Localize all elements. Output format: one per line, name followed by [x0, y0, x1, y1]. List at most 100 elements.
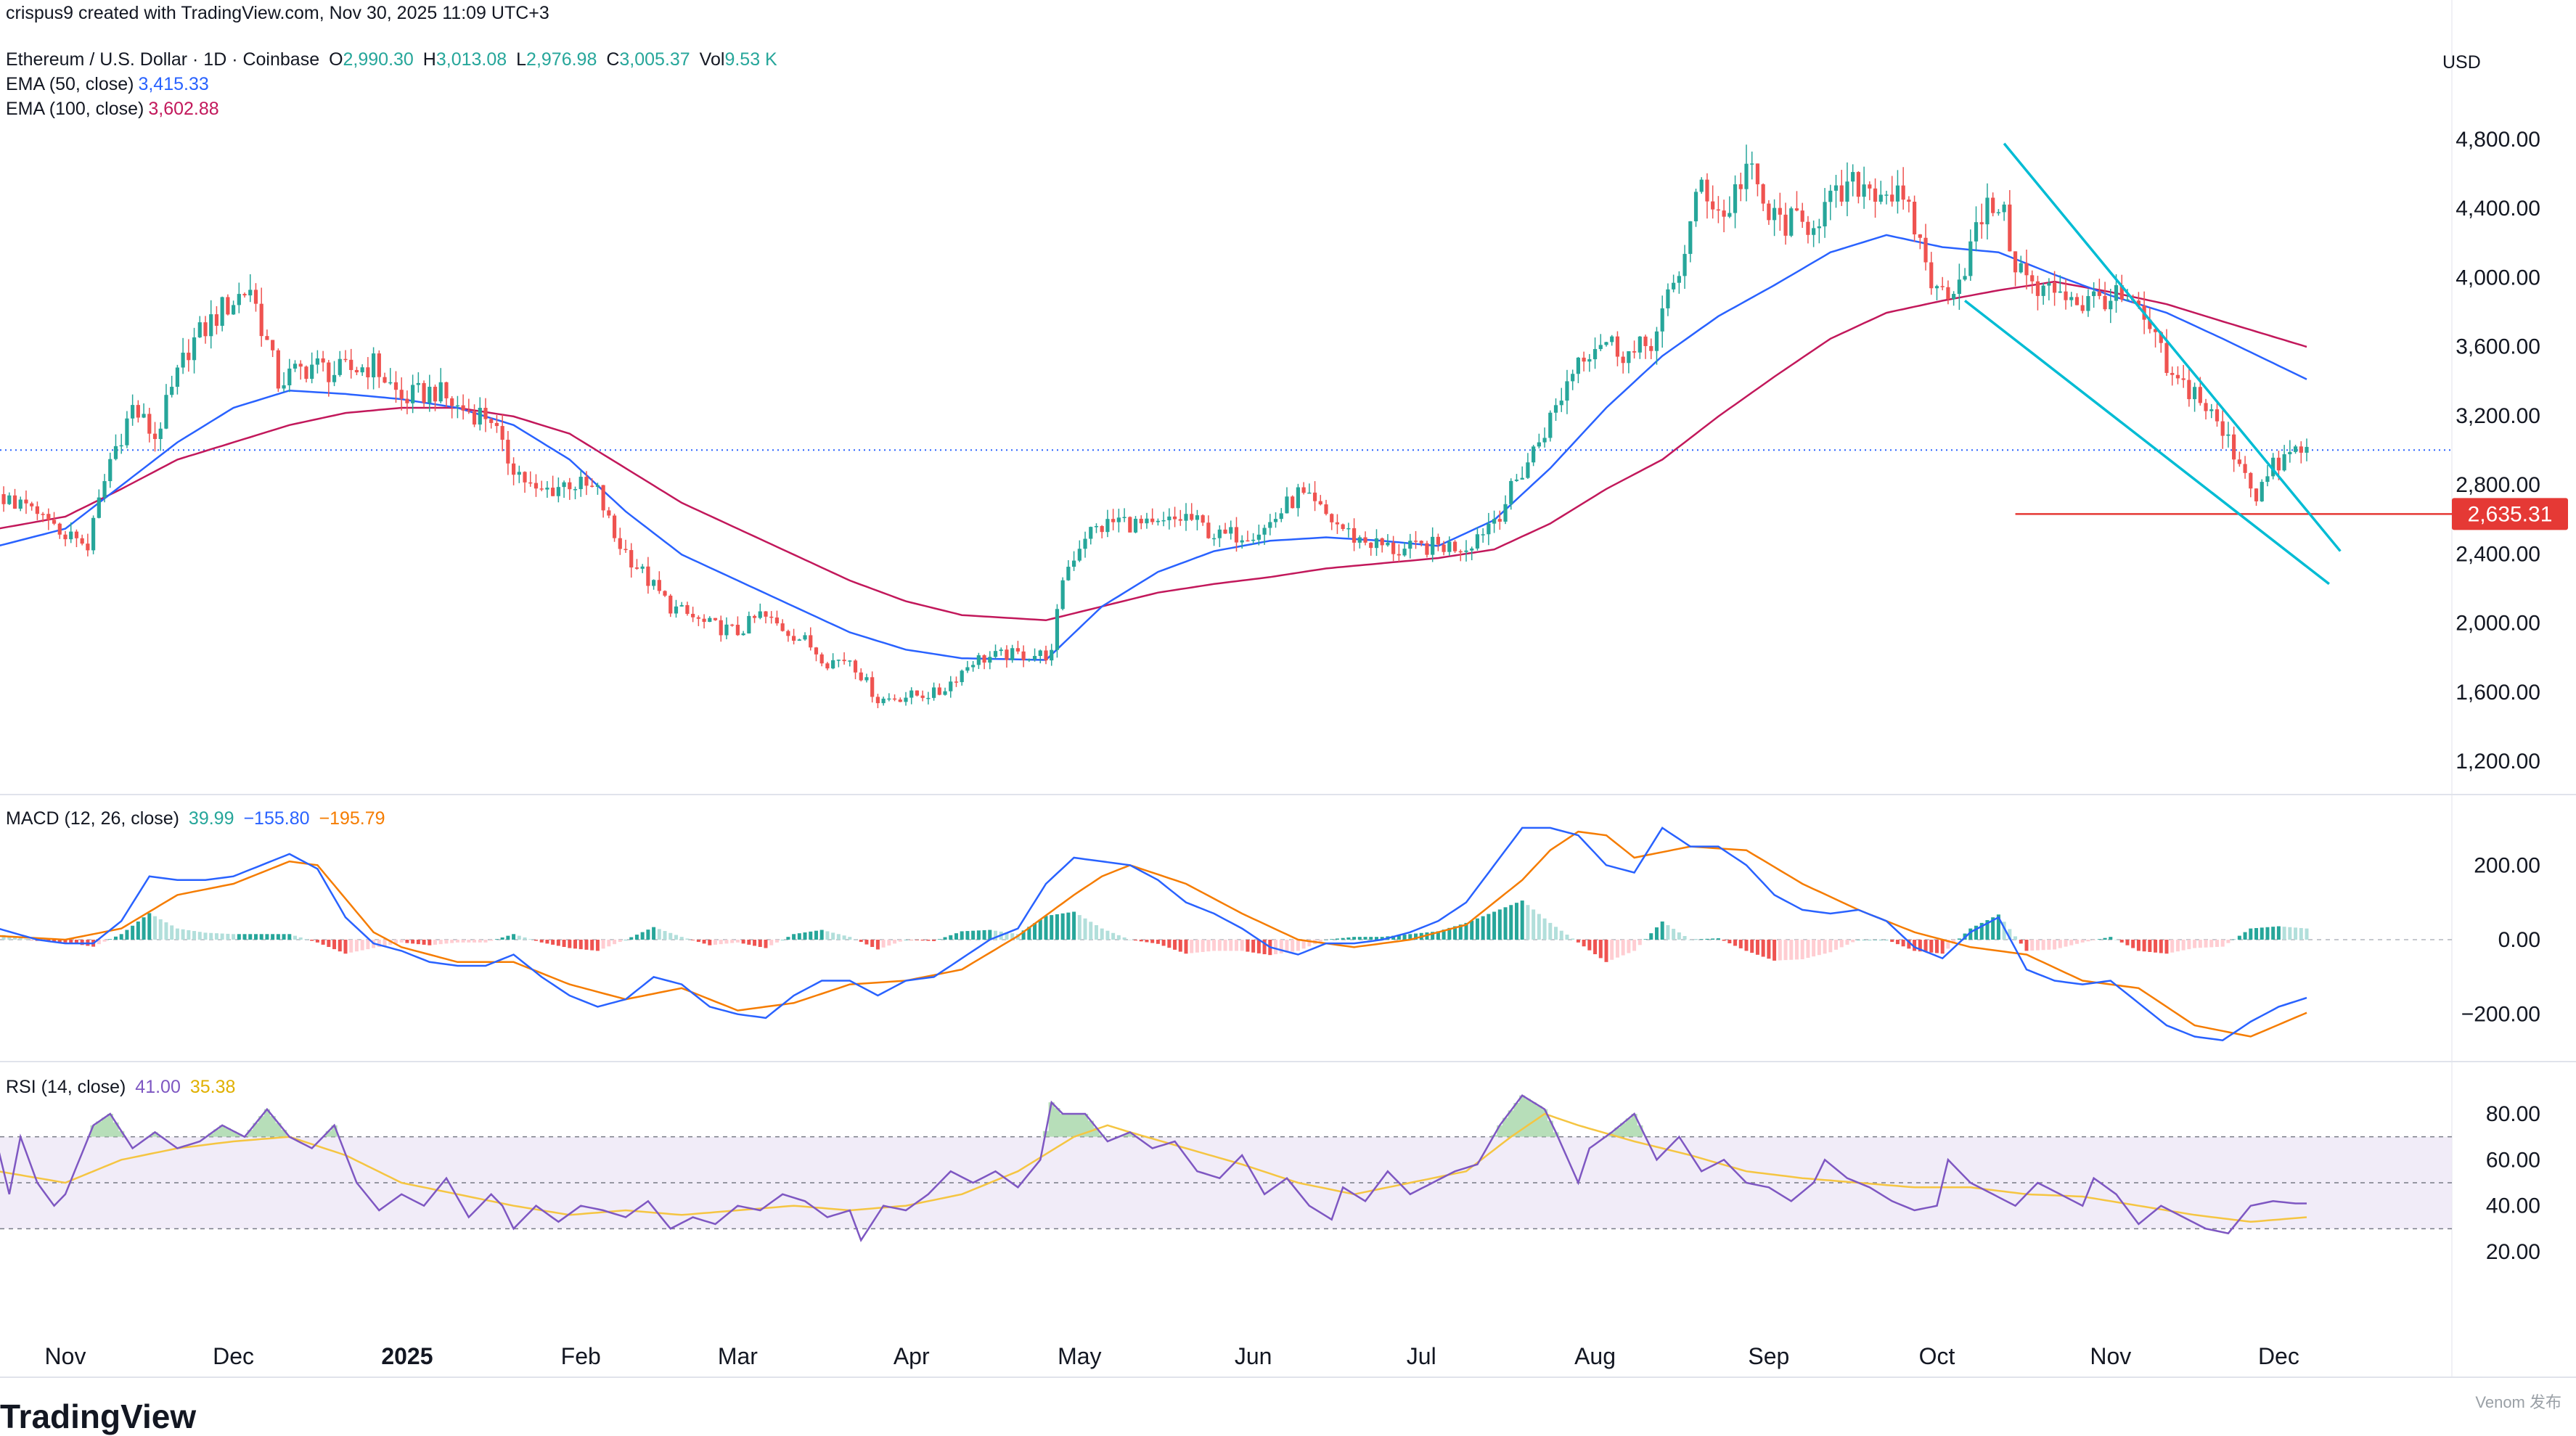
macd-histogram-bar: [483, 940, 488, 943]
macd-histogram-bar: [478, 940, 482, 943]
candle-body: [1800, 210, 1804, 222]
rsi-legend[interactable]: RSI (14, close) 41.00 35.38: [6, 1076, 240, 1098]
candle-body: [2282, 454, 2286, 471]
candle-body: [315, 358, 319, 365]
candle-body: [1234, 527, 1239, 543]
candle-body: [1991, 197, 1995, 213]
macd-histogram-bar: [2058, 940, 2062, 948]
macd-histogram-bar: [1812, 940, 1816, 957]
macd-histogram-bar: [954, 933, 958, 940]
candle-body: [405, 398, 409, 403]
macd-histogram-bar: [613, 940, 617, 945]
candle-body: [1122, 517, 1127, 518]
macd-histogram-bar: [652, 927, 656, 940]
candle-body: [1464, 550, 1468, 552]
macd-histogram-bar: [2299, 927, 2303, 940]
macd-histogram-bar: [2226, 940, 2231, 943]
candle-body: [1548, 412, 1553, 438]
macd-histogram-bar: [578, 940, 583, 950]
price-pane[interactable]: 2,635.31: [0, 142, 2568, 708]
macd-histogram-bar: [2103, 937, 2107, 940]
candle-body: [433, 387, 438, 402]
macd-histogram-bar: [943, 937, 947, 940]
macd-histogram-bar: [657, 929, 661, 940]
macd-histogram-bar: [2053, 940, 2057, 950]
macd-histogram-bar: [517, 935, 521, 940]
candle-body: [825, 663, 830, 669]
candle-body: [2103, 295, 2107, 310]
candle-body: [1783, 214, 1788, 236]
macd-histogram-bar: [1672, 928, 1676, 940]
candle-body: [46, 514, 51, 520]
macd-histogram-bar: [242, 934, 247, 940]
macd-histogram-bar: [422, 940, 426, 945]
candle-body: [2092, 291, 2096, 297]
candle-body: [988, 657, 992, 663]
macd-pane[interactable]: [0, 826, 2452, 1042]
macd-histogram-bar: [1055, 914, 1059, 940]
macd-label: MACD (12, 26, close): [6, 808, 179, 829]
macd-histogram-bar: [1150, 940, 1155, 943]
candle-body: [1974, 222, 1979, 242]
macd-histogram-bar: [1246, 940, 1250, 952]
candle-body: [1637, 336, 1642, 353]
candle-body: [1571, 374, 1575, 382]
candle-body: [113, 446, 118, 459]
macd-histogram-bar: [1201, 940, 1205, 952]
macd-histogram-bar: [1184, 940, 1188, 954]
candle-body: [2181, 378, 2185, 380]
macd-histogram-bar: [1934, 940, 1939, 953]
macd-histogram-bar: [1005, 932, 1009, 940]
macd-histogram-bar: [618, 940, 622, 943]
ema100-legend[interactable]: EMA (100, close) 3,602.88: [6, 98, 224, 120]
candle-body: [528, 482, 533, 484]
candle-body: [1963, 276, 1967, 280]
candle-body: [422, 382, 426, 403]
macd-histogram-bar: [1649, 933, 1653, 940]
macd-histogram-bar: [360, 940, 364, 951]
candle-body: [461, 405, 465, 411]
candle-body: [1060, 580, 1065, 610]
ema50-legend[interactable]: EMA (50, close) 3,415.33: [6, 73, 213, 95]
macd-histogram-bar: [814, 930, 818, 940]
rsi-pane[interactable]: [0, 1094, 2452, 1242]
candle-body: [1705, 179, 1709, 202]
candle-body: [864, 677, 869, 681]
macd-histogram-bar: [455, 940, 459, 943]
candle-body: [197, 322, 202, 337]
wedge-lower-trendline: [1964, 300, 2330, 586]
candle-body: [702, 618, 706, 622]
candle-body: [1229, 527, 1233, 534]
macd-histogram-bar: [1794, 940, 1799, 960]
candle-body: [674, 606, 679, 614]
macd-histogram-bar: [747, 940, 751, 945]
macd-histogram-bar: [949, 935, 953, 940]
candle-body: [1386, 542, 1390, 546]
candle-body: [136, 405, 140, 418]
candle-body: [41, 514, 45, 515]
macd-histogram-bar: [1666, 924, 1670, 940]
candle-body: [2265, 476, 2270, 483]
candle-body: [1217, 529, 1222, 538]
macd-signal-value: −195.79: [319, 808, 385, 829]
macd-histogram-bar: [1167, 940, 1172, 948]
candle-body: [1346, 528, 1351, 530]
candle-body: [1532, 446, 1536, 463]
macd-histogram-bar: [1262, 940, 1267, 955]
candle-body: [1649, 345, 1653, 351]
macd-histogram-bar: [523, 937, 527, 940]
candle-body: [276, 350, 280, 389]
macd-histogram-bar: [976, 930, 981, 940]
currency-label[interactable]: USD: [2442, 52, 2481, 73]
rsi-overbought-fill: [90, 1095, 1643, 1137]
candle-body: [1167, 516, 1172, 520]
macd-histogram-bar: [1727, 940, 1732, 944]
candle-body: [1089, 527, 1093, 539]
macd-histogram-bar: [338, 940, 342, 952]
macd-histogram-bar: [1464, 922, 1468, 940]
macd-legend[interactable]: MACD (12, 26, close) 39.99 −155.80 −195.…: [6, 808, 390, 829]
macd-histogram-bar: [97, 940, 101, 945]
macd-histogram-bar: [674, 935, 678, 940]
candle-body: [578, 477, 583, 490]
